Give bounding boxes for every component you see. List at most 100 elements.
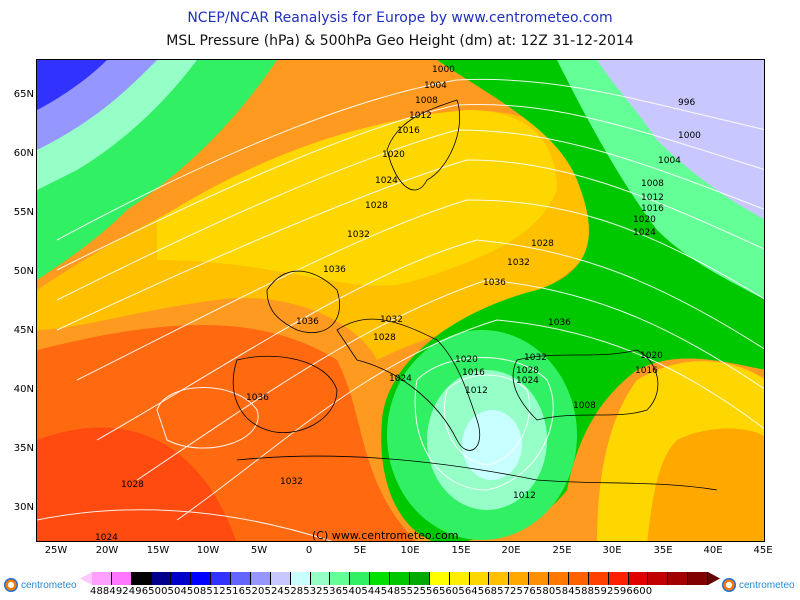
isobar-label: 1024 [633,228,656,238]
centrometeo-logo-right: centrometeo [722,575,797,595]
colorbar-cell [270,572,291,585]
isobar-label: 1036 [323,265,346,275]
lon-label: 15E [451,545,471,556]
lon-label: 35E [653,545,673,556]
colorbar-cell [290,572,311,585]
colorbar-cell [509,572,530,585]
ridge-core [157,110,557,286]
colorbar-cell [489,572,510,585]
isobar-label: 1032 [507,258,530,268]
coastlines [232,99,718,491]
lon-label: 20W [95,545,119,556]
weather-map: 1000 1004 1008 1012 1016 1020 1024 1028 … [36,59,765,542]
colorbar-cell [231,572,251,585]
isobar-label: 1020 [455,355,478,365]
isobar-label: 1032 [380,315,403,325]
logo-icon [4,578,18,592]
colorbar-cell [549,572,569,585]
lon-label: 10W [196,545,220,556]
colorbar-cell [171,572,192,585]
colorbar-cell [409,572,430,585]
isobar-label: 1012 [465,386,488,396]
isobar-label: 1024 [389,374,412,384]
isobar-label: 1028 [531,239,554,249]
isobar-label-group: 1000 1004 1008 1012 1016 1020 1024 1028 … [95,65,701,541]
isobar-label: 1024 [375,176,398,186]
isobar-label: 1028 [373,333,396,343]
lat-label: 60N [13,148,34,159]
colorbar-cell [151,572,172,585]
isobar-label: 1012 [409,111,432,121]
lon-label: 25E [552,545,572,556]
lon-label: 25W [44,545,68,556]
isobar-label: 1008 [573,401,596,411]
lat-label: 40N [13,384,34,395]
lon-label: 45E [753,545,773,556]
colorbar-cell [92,572,112,585]
isobar-label: 996 [678,98,695,108]
chart-title: NCEP/NCAR Reanalysis for Europe by www.c… [187,10,613,26]
copyright-text: (C) www.centrometeo.com [312,529,458,542]
isobar-label: 1032 [280,477,303,487]
colorbar-cell [350,572,371,585]
lat-label: 45N [13,325,34,336]
lon-label: 0 [305,545,313,556]
isobar-label: 1016 [462,368,485,378]
isobar-label: 1036 [483,278,506,288]
colorbar-cell [628,572,649,585]
isobar-label: 1016 [635,366,658,376]
colorbar-cell [191,572,212,585]
isobar-label: 1020 [640,351,663,361]
colorbar-cell [370,572,391,585]
isobar-label: 1012 [513,491,536,501]
isobar-label: 1036 [296,317,319,327]
logo-text: centrometeo [21,579,77,591]
lat-label: 30N [13,502,34,513]
lon-label: 40E [703,545,723,556]
colorbar-cell [568,572,589,585]
lon-label: 5E [353,545,367,556]
isobar-label: 1000 [678,131,701,141]
lat-label: 55N [13,207,34,218]
colorbar-cell [688,572,708,585]
isobar-label: 1016 [397,126,420,136]
logo-icon [722,578,736,592]
trough-northwest-deep-blue [37,60,107,110]
lon-label: 30E [602,545,622,556]
lat-label: 35N [13,443,34,454]
colorbar-cell [390,572,410,585]
isobar-label: 1036 [548,318,571,328]
isobar-label: 1032 [347,230,370,240]
southeast-orange-field [647,428,764,541]
colorbar-cell [131,572,152,585]
logo-text: centrometeo [739,579,795,591]
isobar-label: 1000 [432,65,455,75]
isobar-label: 1008 [415,96,438,106]
colorbar-cell [211,572,232,585]
lat-label: 65N [13,89,34,100]
colorbar-cell [469,572,490,585]
cutoff-low-core [462,410,522,480]
colorbar-cell [449,572,470,585]
lon-label: 10E [400,545,420,556]
isobar-label: 1012 [641,193,664,203]
colorbar-cell [250,572,271,585]
isobar-label: 1020 [633,215,656,225]
isobar-label: 1036 [246,393,269,403]
colorbar-cell [310,572,331,585]
lat-label: 50N [13,266,34,277]
lon-label: 20E [501,545,521,556]
isobar-label: 1024 [516,376,539,386]
chart-subtitle: MSL Pressure (hPa) & 500hPa Geo Height (… [166,33,634,49]
colorbar-cell [648,572,669,585]
isobar-label: 1008 [641,179,664,189]
isobar-label: 1028 [121,480,144,490]
colorbar-cell [588,572,609,585]
isobar-label: 1032 [524,353,547,363]
isobar-label: 1004 [658,156,681,166]
isobar-label: 1020 [382,150,405,160]
isobar-label: 1028 [516,366,539,376]
colorbar-cell [608,572,629,585]
colorbar-cell [668,572,689,585]
colorbar-cell [429,572,450,585]
